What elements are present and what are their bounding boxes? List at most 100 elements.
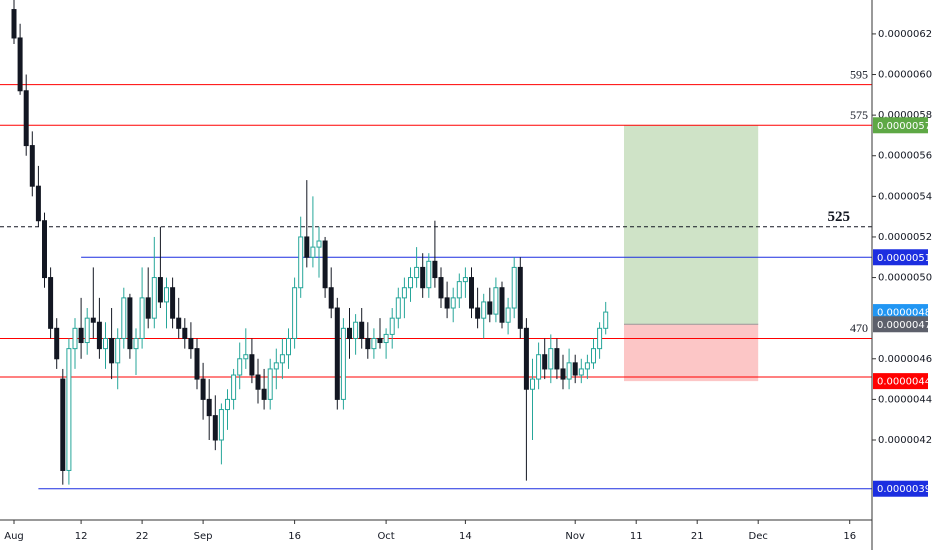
candle-body [542,354,548,370]
candle-body [316,240,322,248]
candle-body [23,90,29,147]
price-label: 0.00000396 [877,484,932,495]
candle-body [133,337,139,350]
candle-body [35,185,41,222]
x-tick-label: 14 [459,531,472,542]
candle-body [145,297,151,319]
level-label: 470 [850,321,868,335]
candle-body [487,301,493,315]
time-axis-bg [0,520,872,550]
candle-body [11,9,17,39]
candle-body [206,398,212,417]
candle-body [432,260,438,279]
candle-body [90,317,96,323]
candle-body [347,327,352,339]
candle-body [340,327,346,400]
candle-body [157,277,163,303]
candle-body [536,354,542,380]
candle-body [334,307,340,400]
candle-body [426,260,432,289]
target-zone [624,125,759,325]
candle-body [304,236,310,258]
candle-body [560,368,566,380]
candle-body [109,337,115,364]
x-tick-label: 16 [288,531,301,542]
candle-body [194,348,200,380]
y-tick-label: 0.00000420 [878,435,932,446]
candle-body [115,337,121,364]
candle-body [408,277,413,289]
candle-body [243,354,249,360]
candle-body [127,297,133,350]
candle-body [273,362,279,370]
x-tick-label: 16 [843,531,856,542]
candle-body [438,277,444,299]
candle-body [414,266,420,279]
candle-body [505,307,511,323]
candle-body [231,374,237,400]
candle-body [377,337,383,344]
price-label-box [873,373,928,390]
price-label: 0.00000510 [877,253,932,264]
price-label-box [873,304,928,321]
price-label-box [873,480,928,497]
x-tick-label: 12 [75,531,88,542]
candle-body [188,337,194,350]
candle-body [255,374,261,390]
candle-body [530,378,535,390]
x-tick-label: Nov [565,531,585,542]
candle-body [84,317,90,344]
candle-body [249,354,255,376]
x-tick-label: 21 [691,531,704,542]
price-label-box [873,316,928,333]
candle-body [286,337,291,356]
candle-body [218,409,224,441]
candle-body [60,378,66,471]
candle-body [96,321,102,350]
candle-body [292,287,298,339]
candle-body [566,362,572,380]
candle-body [383,333,389,344]
candle-body [267,368,273,400]
price-axis-bg [872,0,932,550]
candle-body [279,354,285,364]
candle-body [42,220,47,279]
candle-body [584,362,590,370]
candle-body [450,297,456,309]
candle-body [17,37,23,92]
price-label-box [873,249,928,266]
candle-body [103,337,108,350]
stop-zone [624,324,759,382]
candle-body [597,327,603,350]
candle-body [572,362,578,376]
candle-body [212,415,218,441]
candle-body [493,287,499,315]
candle-body [151,277,157,319]
candle-body [200,378,206,400]
candle-body [462,277,468,283]
candle-body [395,297,401,319]
candle-body [603,311,609,329]
candle-body [456,281,462,299]
x-tick-label: Aug [4,531,24,542]
candle-body [401,287,407,299]
candle-body [548,348,554,370]
candle-body [164,287,169,303]
x-tick-label: Oct [377,531,394,542]
candle-body [237,358,243,376]
candle-body [591,348,596,364]
candle-body [176,317,182,329]
candle-body [353,321,359,339]
price-label-box [873,117,928,134]
x-tick-label: 11 [630,531,643,542]
candle-body [389,317,395,335]
candle-body [523,327,529,390]
